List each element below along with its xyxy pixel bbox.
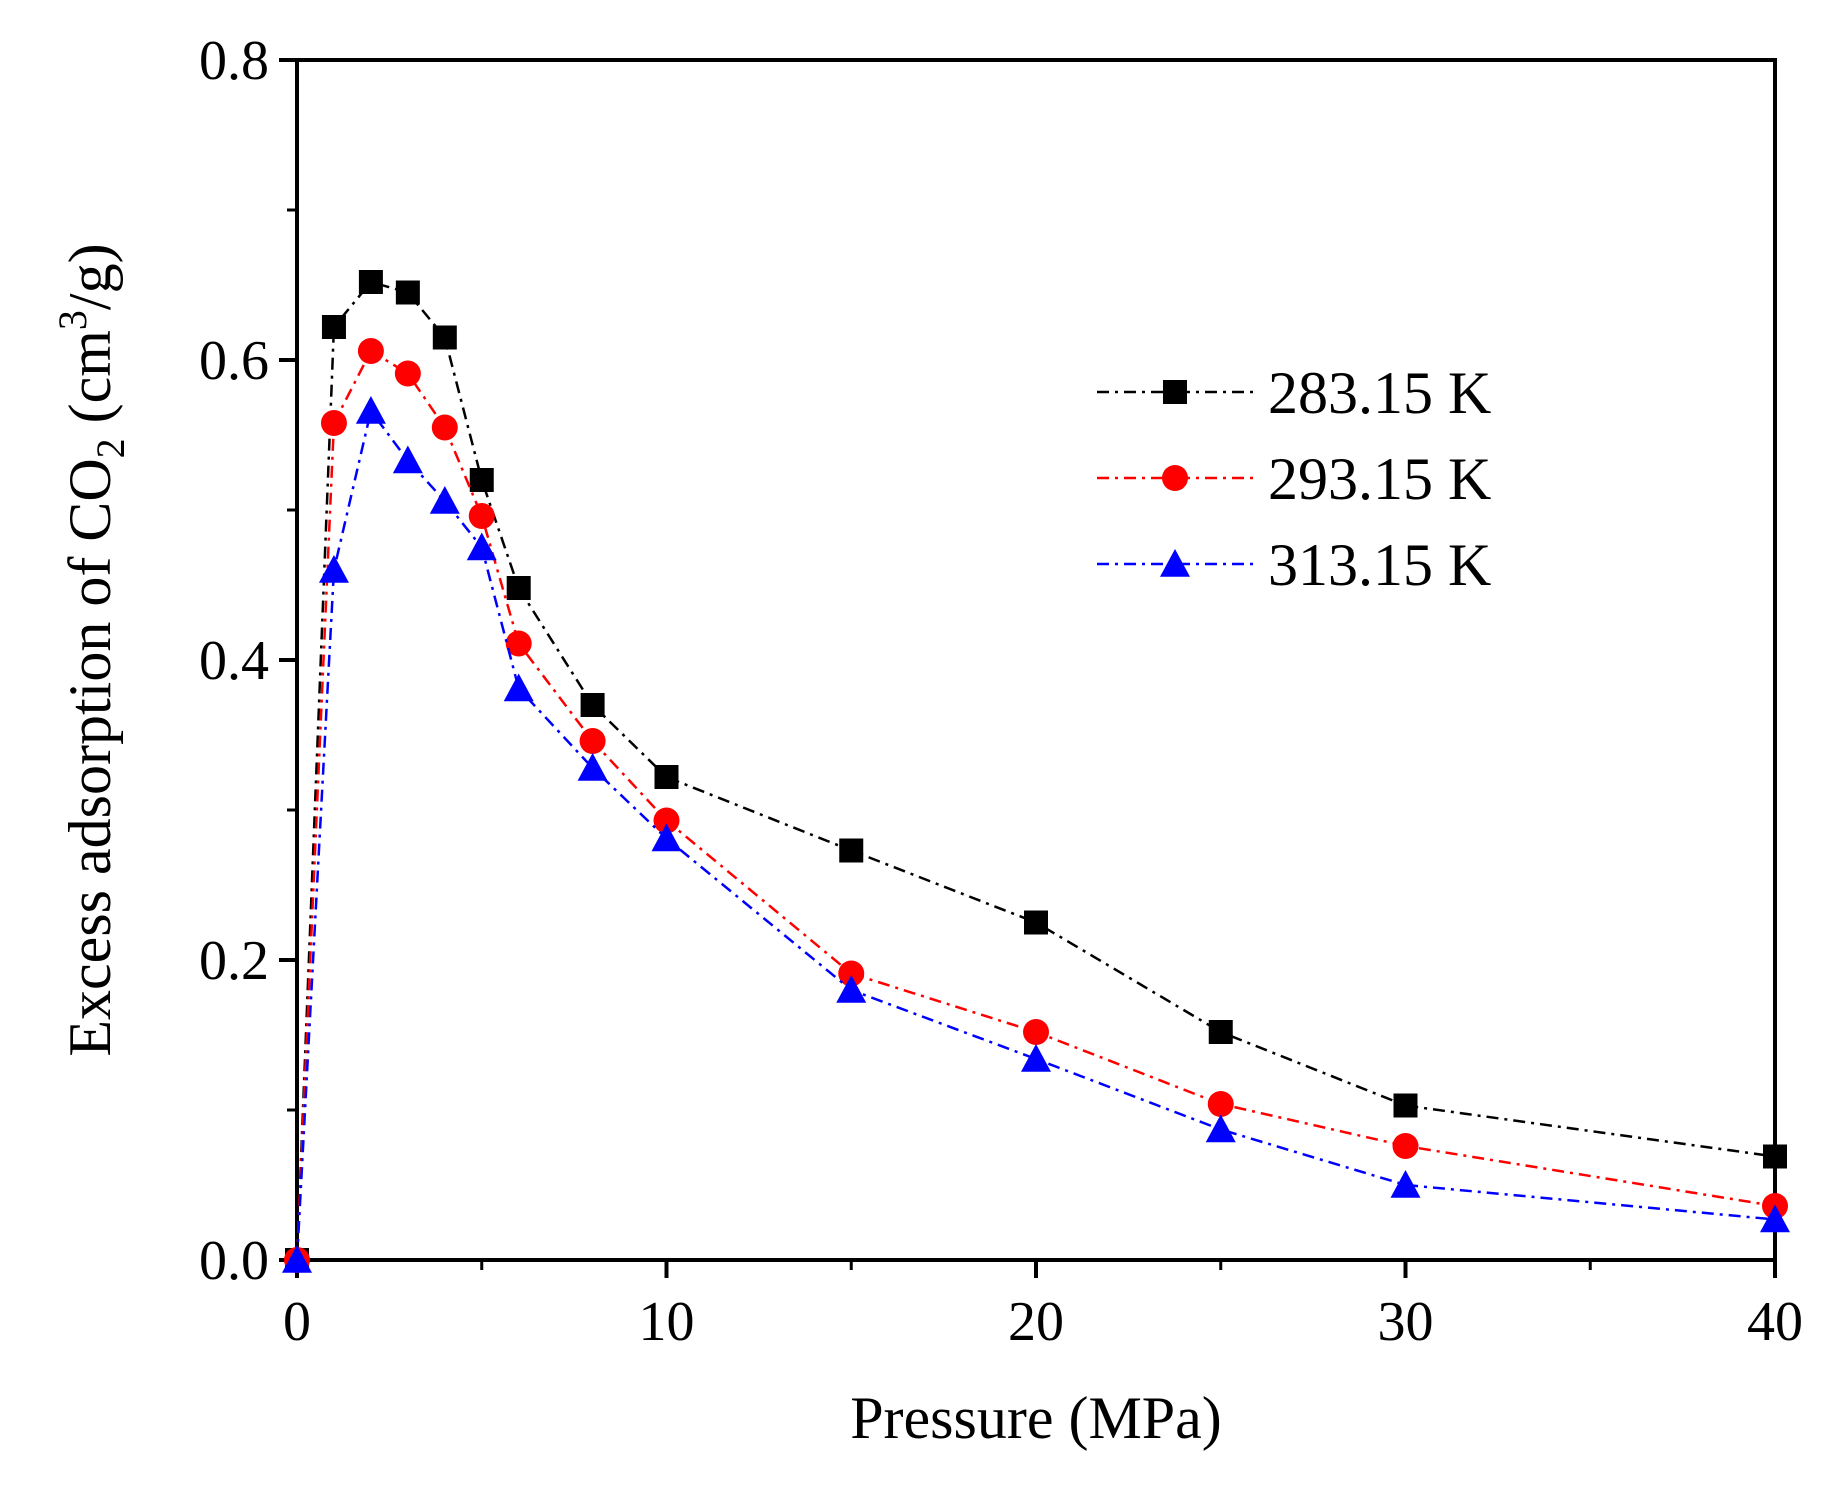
y-axis-title-subscript: 2 bbox=[88, 438, 133, 458]
data-point bbox=[836, 975, 867, 1003]
data-point bbox=[1023, 1019, 1049, 1045]
data-point bbox=[282, 1245, 312, 1273]
y-axis-title-superscript: 3 bbox=[50, 310, 95, 330]
data-point bbox=[839, 838, 864, 863]
data-point bbox=[651, 823, 682, 852]
legend-item: 313.15 K bbox=[1097, 532, 1491, 598]
series-313-15-k bbox=[282, 396, 1790, 1273]
data-point bbox=[580, 693, 605, 717]
series-line bbox=[295, 280, 1776, 1261]
y-tick-label: 0.8 bbox=[199, 30, 269, 92]
data-point bbox=[466, 532, 497, 561]
legend-label: 313.15 K bbox=[1268, 532, 1491, 598]
x-axis-title: Pressure (MPa) bbox=[850, 1385, 1222, 1451]
legend-item: 283.15 K bbox=[1097, 360, 1491, 426]
data-point bbox=[653, 807, 680, 834]
y-axis-title-suffix: /g) bbox=[57, 243, 123, 310]
data-point bbox=[468, 503, 495, 529]
y-tick-label: 0.2 bbox=[199, 930, 269, 992]
data-point bbox=[358, 270, 383, 294]
data-point bbox=[838, 960, 865, 987]
data-point bbox=[1021, 1044, 1051, 1072]
data-point bbox=[357, 338, 384, 364]
data-point bbox=[1393, 1093, 1418, 1118]
data-point bbox=[320, 410, 347, 436]
legend-label: 293.15 K bbox=[1268, 446, 1491, 512]
y-tick-label: 0.6 bbox=[199, 330, 269, 392]
x-axis-ticks: 0 10 20 30 40 bbox=[283, 1260, 1803, 1353]
data-point bbox=[506, 576, 531, 600]
y-axis-title-middle: (cm bbox=[57, 330, 123, 438]
data-point bbox=[1390, 1170, 1421, 1198]
data-point bbox=[579, 728, 606, 754]
y-tick-label: 0.0 bbox=[199, 1230, 269, 1292]
data-point bbox=[432, 325, 457, 350]
data-point bbox=[1392, 1133, 1419, 1159]
data-point bbox=[431, 414, 458, 441]
data-point bbox=[395, 280, 420, 305]
data-point bbox=[321, 315, 346, 339]
data-point bbox=[1207, 1091, 1234, 1117]
series-293-15-k bbox=[284, 338, 1788, 1273]
x-tick-label: 10 bbox=[639, 1291, 695, 1353]
data-point bbox=[392, 445, 423, 474]
y-axis-ticks: 0.0 0.2 0.4 0.6 0.8 bbox=[199, 30, 297, 1292]
x-tick-label: 20 bbox=[1008, 1291, 1064, 1353]
legend-marker bbox=[1160, 549, 1190, 577]
data-point bbox=[469, 468, 494, 492]
x-tick-label: 30 bbox=[1378, 1291, 1434, 1353]
data-point bbox=[394, 360, 421, 387]
x-tick-label: 40 bbox=[1747, 1291, 1803, 1353]
data-point bbox=[355, 396, 386, 424]
y-axis-title: Excess adsorption of CO2 (cm3/g) bbox=[50, 243, 133, 1056]
data-point bbox=[318, 555, 349, 583]
legend: 283.15 K 293.15 K 313.15 K bbox=[1097, 360, 1491, 598]
legend-label: 283.15 K bbox=[1268, 360, 1491, 426]
data-point bbox=[429, 486, 460, 514]
data-point bbox=[577, 753, 608, 781]
data-point bbox=[1760, 1204, 1790, 1233]
data-point bbox=[1024, 910, 1048, 935]
data-point bbox=[654, 765, 679, 789]
data-point bbox=[1208, 1020, 1233, 1044]
legend-item: 293.15 K bbox=[1097, 446, 1491, 512]
data-point bbox=[1205, 1114, 1236, 1143]
data-point bbox=[503, 673, 534, 702]
y-tick-label: 0.4 bbox=[199, 630, 269, 692]
x-tick-label: 0 bbox=[283, 1291, 311, 1353]
data-point bbox=[1763, 1144, 1787, 1169]
data-point bbox=[505, 630, 532, 657]
y-axis-title-prefix: Excess adsorption of CO bbox=[57, 458, 123, 1056]
series-layer bbox=[282, 270, 1790, 1273]
legend-marker bbox=[1163, 380, 1187, 404]
legend-marker bbox=[1162, 465, 1188, 491]
